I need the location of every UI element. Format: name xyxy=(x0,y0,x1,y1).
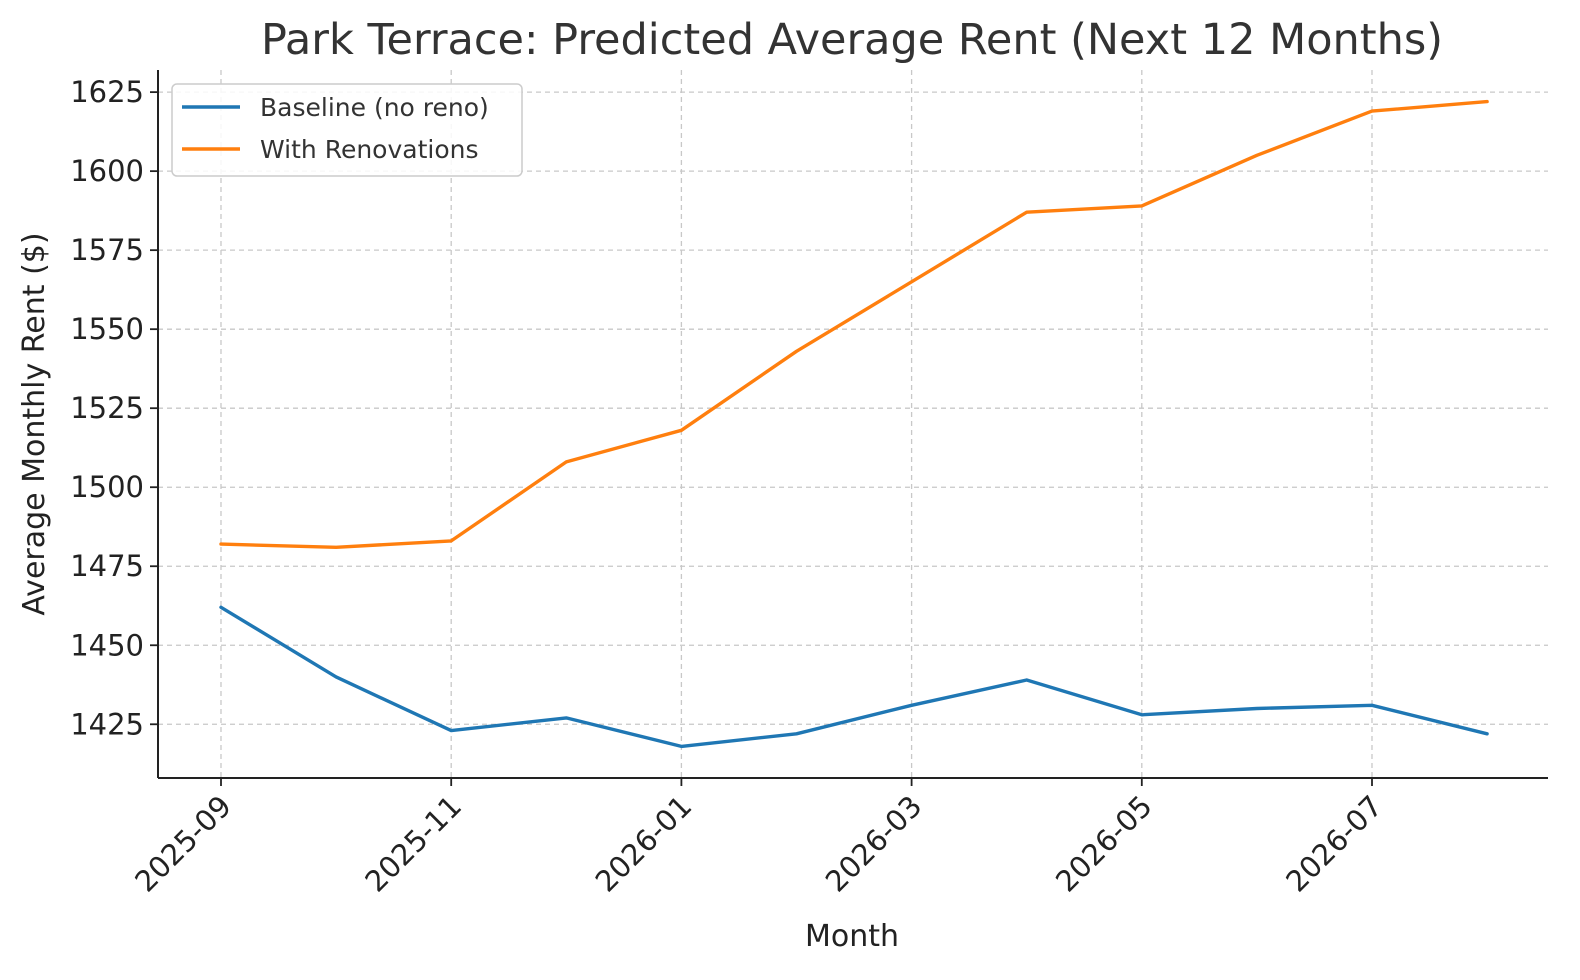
y-tick-label: 1525 xyxy=(70,391,144,425)
chart-title: Park Terrace: Predicted Average Rent (Ne… xyxy=(261,15,1443,65)
series-line-with-renovations xyxy=(219,99,1489,549)
y-tick-label: 1450 xyxy=(70,628,144,662)
legend: Baseline (no reno) With Renovations xyxy=(171,83,523,177)
y-tick-label: 1600 xyxy=(70,154,144,188)
x-tick-label: 2025-09 xyxy=(128,789,238,899)
x-axis-label: Month xyxy=(805,919,899,954)
y-tick-label: 1475 xyxy=(70,549,144,583)
legend-box xyxy=(171,83,523,177)
y-axis-label: Average Monthly Rent ($) xyxy=(17,232,52,615)
y-tick-label: 1625 xyxy=(70,75,144,109)
series-line-baseline xyxy=(219,605,1489,749)
x-tick-label: 2026-01 xyxy=(589,789,699,899)
grid xyxy=(158,70,1548,778)
x-tick-label: 2026-07 xyxy=(1279,789,1389,899)
y-tick-label: 1575 xyxy=(70,233,144,267)
axes: 1425 1450 1475 1500 1525 1550 1575 1600 1625 2025… xyxy=(70,70,1548,899)
y-tick-label: 1425 xyxy=(70,707,144,741)
x-tick-label: 2025-11 xyxy=(358,789,468,899)
y-tick-label: 1550 xyxy=(70,312,144,346)
x-tick-label: 2026-03 xyxy=(819,789,929,899)
x-tick-label: 2026-05 xyxy=(1049,789,1159,899)
legend-label: Baseline (no reno) xyxy=(260,93,489,122)
series-lines xyxy=(219,99,1489,749)
y-tick-label: 1500 xyxy=(70,470,144,504)
legend-label: With Renovations xyxy=(260,135,479,164)
